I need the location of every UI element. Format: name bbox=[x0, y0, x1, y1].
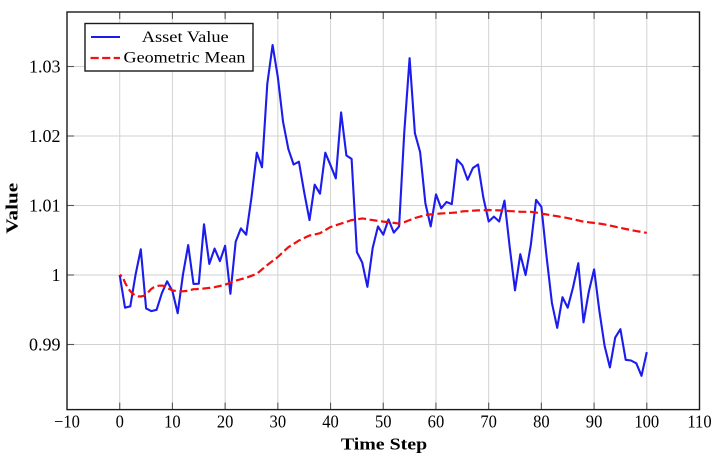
svg-text:Value: Value bbox=[3, 182, 22, 233]
svg-text:Time Step: Time Step bbox=[341, 436, 427, 454]
svg-text:90: 90 bbox=[586, 412, 603, 432]
svg-text:40: 40 bbox=[322, 412, 339, 432]
svg-text:1: 1 bbox=[52, 265, 61, 285]
svg-text:20: 20 bbox=[217, 412, 234, 432]
svg-text:Asset Value: Asset Value bbox=[142, 28, 229, 46]
svg-text:−10: −10 bbox=[54, 412, 80, 432]
svg-text:0: 0 bbox=[116, 412, 124, 432]
svg-text:70: 70 bbox=[480, 412, 497, 432]
svg-text:10: 10 bbox=[164, 412, 181, 432]
svg-text:60: 60 bbox=[428, 412, 445, 432]
svg-text:1.01: 1.01 bbox=[29, 196, 61, 216]
svg-text:80: 80 bbox=[533, 412, 550, 432]
svg-text:100: 100 bbox=[634, 412, 659, 432]
svg-text:1.03: 1.03 bbox=[29, 57, 61, 77]
svg-text:0.99: 0.99 bbox=[29, 335, 61, 355]
svg-text:30: 30 bbox=[270, 412, 287, 432]
svg-text:Geometric Mean: Geometric Mean bbox=[124, 48, 246, 66]
svg-text:50: 50 bbox=[375, 412, 392, 432]
svg-text:110: 110 bbox=[687, 412, 711, 432]
svg-text:1.02: 1.02 bbox=[29, 126, 61, 146]
